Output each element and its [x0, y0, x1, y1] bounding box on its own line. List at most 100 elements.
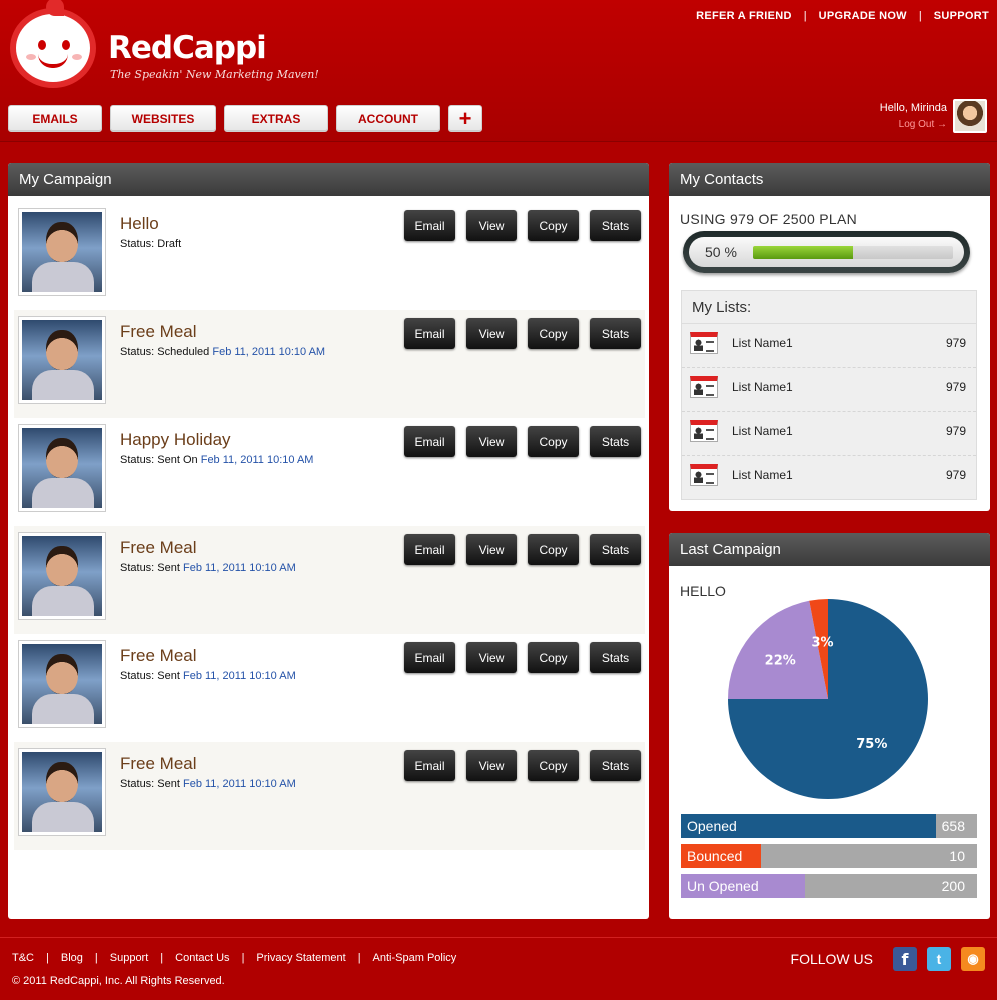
stat-value: 200	[941, 878, 965, 894]
status-date: Feb 11, 2011 10:10 AM	[212, 346, 326, 358]
list-name[interactable]: List Name1	[732, 336, 793, 350]
logo-icon[interactable]	[10, 0, 96, 88]
list-name[interactable]: List Name1	[732, 380, 793, 394]
my-contacts-panel: My Contacts USING 979 OF 2500 PLAN 50 % …	[669, 163, 990, 511]
campaign-status: Status: Sent Feb 11, 2011 10:10 AM	[120, 670, 296, 682]
thumbnail-person-body	[32, 802, 94, 832]
copy-button[interactable]: Copy	[528, 642, 579, 673]
brand-tagline: The Speakin' New Marketing Maven!	[110, 68, 319, 81]
view-button[interactable]: View	[466, 318, 517, 349]
stats-button[interactable]: Stats	[590, 210, 641, 241]
view-button[interactable]: View	[466, 642, 517, 673]
campaign-row: Free Meal Status: Sent Feb 11, 2011 10:10…	[14, 634, 645, 742]
nav-websites[interactable]: WEBSITES	[110, 105, 216, 132]
campaign-name[interactable]: Happy Holiday	[120, 430, 231, 449]
stats-button[interactable]: Stats	[590, 426, 641, 457]
upgrade-now-link[interactable]: UPGRADE NOW	[818, 10, 907, 22]
brand-name[interactable]: RedCappi	[108, 30, 267, 66]
separator: |	[357, 952, 361, 964]
footer-link-anti-spam-policy[interactable]: Anti-Spam Policy	[372, 952, 457, 964]
email-button[interactable]: Email	[404, 426, 455, 457]
stats-button[interactable]: Stats	[590, 318, 641, 349]
copy-button[interactable]: Copy	[528, 534, 579, 565]
footer-link-contact-us[interactable]: Contact Us	[175, 952, 230, 964]
email-button[interactable]: Email	[404, 534, 455, 565]
thumbnail-person-head	[46, 654, 78, 694]
copy-button[interactable]: Copy	[528, 318, 579, 349]
footer-divider	[0, 937, 997, 938]
campaign-thumbnail[interactable]	[18, 640, 106, 728]
stats-button[interactable]: Stats	[590, 750, 641, 781]
panel-title: My Contacts	[669, 163, 990, 196]
stats-button[interactable]: Stats	[590, 642, 641, 673]
stat-label: Bounced	[687, 848, 743, 864]
follow-label: FOLLOW US	[790, 951, 873, 967]
stat-label: Un Opened	[687, 878, 759, 894]
campaign-name[interactable]: Free Meal	[120, 646, 197, 665]
campaign-thumbnail[interactable]	[18, 208, 106, 296]
footer-link-blog[interactable]: Blog	[60, 952, 83, 964]
view-button[interactable]: View	[466, 534, 517, 565]
footer-link-privacy-statement[interactable]: Privacy Statement	[256, 952, 346, 964]
stat-bar-opened: Opened 658	[681, 814, 977, 838]
thumbnail-person-head	[46, 222, 78, 262]
view-button[interactable]: View	[466, 210, 517, 241]
copy-button[interactable]: Copy	[528, 426, 579, 457]
stats-button[interactable]: Stats	[590, 534, 641, 565]
email-button[interactable]: Email	[404, 750, 455, 781]
separator: |	[46, 952, 49, 964]
view-button[interactable]: View	[466, 426, 517, 457]
campaign-name[interactable]: Free Meal	[120, 538, 197, 557]
contact-list-icon	[690, 332, 718, 354]
status-date: Feb 11, 2011 10:10 AM	[183, 562, 296, 574]
twitter-icon[interactable]: t	[927, 947, 951, 971]
campaign-name[interactable]: Hello	[120, 214, 159, 233]
list-item[interactable]: List Name1 979	[682, 368, 976, 412]
copy-button[interactable]: Copy	[528, 210, 579, 241]
thumbnail-person-head	[46, 546, 78, 586]
campaign-thumbnail[interactable]	[18, 424, 106, 512]
my-campaign-panel: My Campaign Hello Status: Draft Email View…	[8, 163, 649, 919]
pie-chart: 75% 22% 3%	[723, 597, 933, 801]
campaign-name[interactable]: Free Meal	[120, 322, 197, 341]
nav-add-button[interactable]: +	[448, 105, 482, 132]
campaign-thumbnail[interactable]	[18, 748, 106, 836]
email-button[interactable]: Email	[404, 318, 455, 349]
list-item[interactable]: List Name1 979	[682, 456, 976, 500]
status-text: Status: Scheduled	[120, 346, 210, 358]
copy-button[interactable]: Copy	[528, 750, 579, 781]
user-text: Hello, Mirinda Log Out →	[880, 102, 947, 130]
nav-extras[interactable]: EXTRAS	[224, 105, 328, 132]
panel-title: My Campaign	[8, 163, 649, 196]
plan-usage: USING 979 OF 2500 PLAN	[680, 211, 858, 227]
campaign-status: Status: Sent Feb 11, 2011 10:10 AM	[120, 778, 296, 790]
campaign-name[interactable]: Free Meal	[120, 754, 197, 773]
status-text: Status: Sent	[120, 670, 180, 682]
list-item[interactable]: List Name1 979	[682, 324, 976, 368]
view-button[interactable]: View	[466, 750, 517, 781]
footer-link-support[interactable]: Support	[109, 952, 149, 964]
user-area: Hello, Mirinda Log Out →	[880, 99, 987, 133]
support-link[interactable]: SUPPORT	[933, 10, 989, 22]
email-button[interactable]: Email	[404, 210, 455, 241]
campaign-thumbnail[interactable]	[18, 532, 106, 620]
list-item[interactable]: List Name1 979	[682, 412, 976, 456]
rss-icon[interactable]: ◉	[961, 947, 985, 971]
stat-label: Opened	[687, 818, 737, 834]
campaign-thumbnail[interactable]	[18, 316, 106, 404]
nav-account[interactable]: ACCOUNT	[336, 105, 440, 132]
facebook-icon[interactable]: f	[893, 947, 917, 971]
email-button[interactable]: Email	[404, 642, 455, 673]
list-name[interactable]: List Name1	[732, 468, 793, 482]
nav-emails[interactable]: EMAILS	[8, 105, 102, 132]
avatar[interactable]	[953, 99, 987, 133]
thumbnail-image	[22, 536, 102, 616]
refer-friend-link[interactable]: REFER A FRIEND	[696, 10, 792, 22]
logout-link[interactable]: Log Out →	[898, 119, 947, 130]
footer-link-t-c[interactable]: T&C	[12, 952, 34, 964]
thumbnail-person-body	[32, 694, 94, 724]
separator: |	[241, 952, 245, 964]
stat-bar-bounced: Bounced 10	[681, 844, 977, 868]
list-name[interactable]: List Name1	[732, 424, 793, 438]
plan-progress-bar: 50 %	[683, 231, 970, 273]
